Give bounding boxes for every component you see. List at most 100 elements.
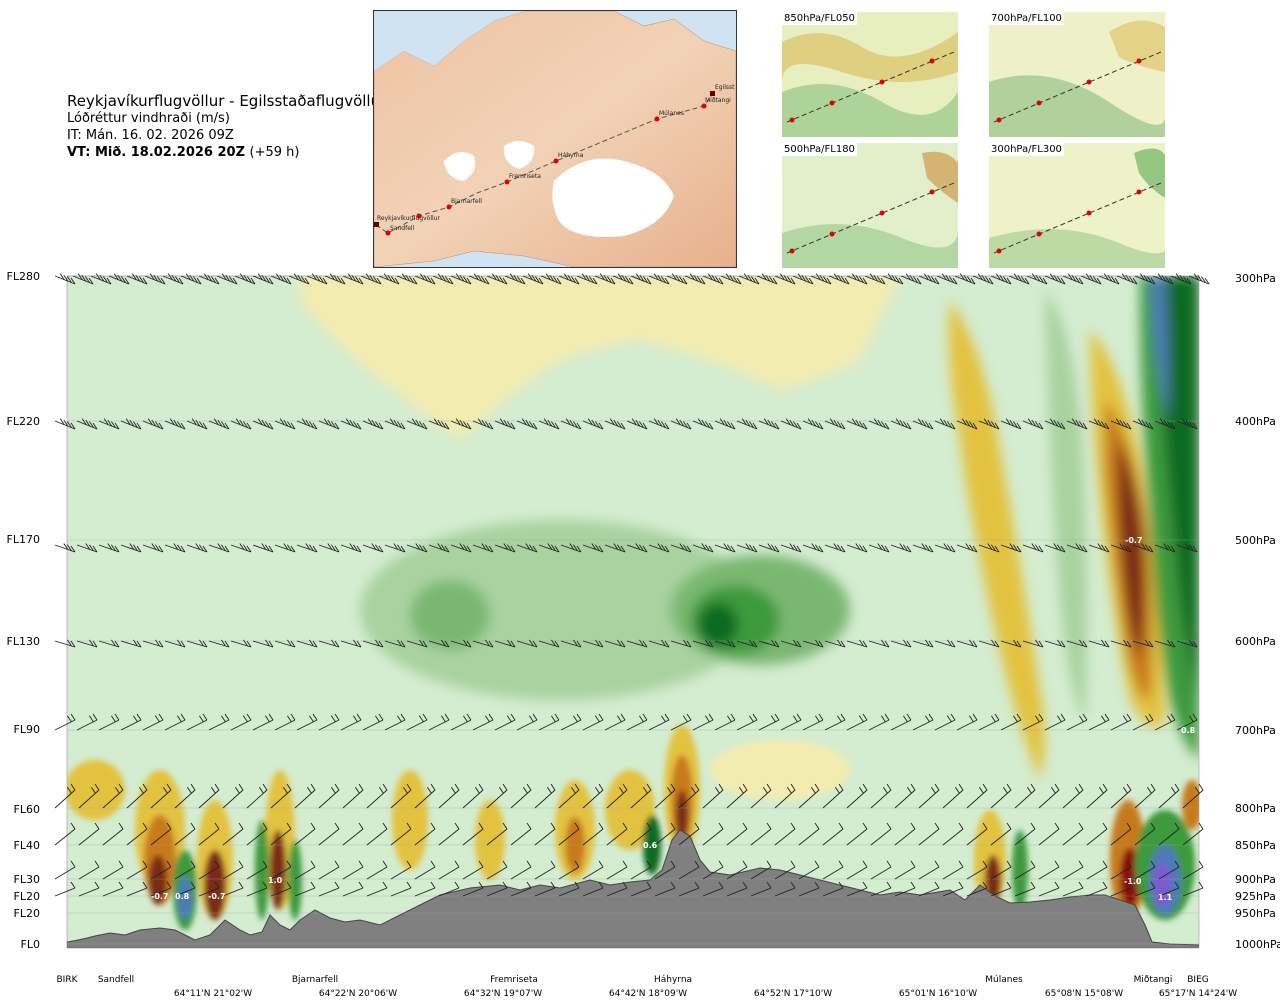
wind-barb — [438, 881, 460, 897]
wind-barb — [868, 713, 890, 731]
airport-bieg-marker — [710, 91, 715, 96]
wind-barb — [810, 273, 832, 285]
wind-barb — [692, 713, 714, 731]
wind-barb — [1062, 783, 1084, 809]
wind-barb — [1134, 783, 1156, 809]
wind-barb — [918, 783, 940, 809]
wind-barb — [510, 783, 532, 809]
wind-barb — [54, 860, 76, 880]
wind-barb — [222, 860, 244, 880]
wind-barb — [428, 713, 450, 731]
value-annotation: -1.0 — [1124, 877, 1142, 886]
wind-barb — [1066, 639, 1088, 648]
wind-barb — [438, 860, 460, 880]
wind-barb — [504, 273, 526, 285]
wind-barb — [414, 860, 436, 880]
value-annotation: 1.1 — [1158, 893, 1173, 902]
wind-barb — [366, 881, 388, 897]
wind-barb — [684, 273, 706, 285]
wind-barb — [1044, 543, 1066, 553]
wind-barb — [558, 783, 580, 809]
wind-barb — [1170, 273, 1192, 285]
wind-barb — [726, 860, 748, 880]
location-label: Fremriseta — [490, 975, 538, 985]
wind-barb — [648, 273, 670, 285]
wind-barb — [78, 783, 100, 809]
wind-barb — [870, 822, 892, 846]
route-map-svg: Reykjavíkurflugvöllur Sandfell Bjarnarfe… — [374, 11, 736, 267]
wind-barb — [1182, 881, 1204, 897]
wind-barb — [942, 783, 964, 809]
wind-barb — [428, 418, 450, 430]
wind-barb — [648, 418, 670, 430]
wind-barb — [1008, 273, 1030, 285]
wind-barb — [494, 713, 516, 731]
wind-barb — [726, 783, 748, 809]
map-label-hahyrna: Háhyrna — [558, 152, 584, 159]
wind-barb — [366, 822, 388, 846]
wind-barb — [406, 713, 428, 731]
wind-barb — [450, 713, 472, 731]
wind-barb — [1176, 418, 1198, 430]
wind-barb — [324, 273, 346, 285]
wind-barb — [98, 543, 120, 553]
fl-label: FL90 — [13, 723, 40, 736]
wind-barb — [1134, 860, 1156, 880]
wind-barb — [702, 783, 724, 809]
wind-barb — [54, 273, 76, 285]
wind-barb — [750, 822, 772, 846]
wind-barb — [164, 639, 186, 648]
wind-barb — [758, 543, 780, 553]
wind-barb — [774, 783, 796, 809]
wind-barb — [1110, 783, 1132, 809]
wind-barb — [198, 783, 220, 809]
wind-barb — [54, 639, 76, 648]
wind-barb — [918, 822, 940, 846]
wind-barb — [126, 881, 148, 897]
wind-barb — [76, 639, 98, 648]
wind-barb — [692, 418, 714, 430]
wind-barb — [414, 822, 436, 846]
location-label: Sandfell — [97, 975, 135, 985]
wind-barb — [406, 543, 428, 553]
wind-barb — [1132, 418, 1154, 430]
low-updraft-1 — [67, 760, 125, 820]
wind-barb — [294, 881, 316, 897]
wind-barb — [692, 639, 714, 648]
wind-barb — [1044, 418, 1066, 430]
wind-barb — [560, 418, 582, 430]
wind-barb — [486, 273, 508, 285]
wind-barb — [318, 418, 340, 430]
wind-barb — [414, 273, 436, 285]
wind-barbs — [54, 273, 1210, 897]
wind-barb — [378, 273, 400, 285]
wind-barb — [1176, 713, 1198, 731]
wind-barb — [630, 881, 652, 897]
hpa-label: 300hPa — [1235, 272, 1276, 285]
wind-barb — [1014, 822, 1036, 846]
wind-barb — [1062, 273, 1084, 285]
wind-barb — [1116, 273, 1138, 285]
wind-barb — [318, 822, 340, 846]
wind-barb — [1110, 418, 1132, 430]
wind-barb — [774, 273, 796, 285]
wind-barb — [406, 418, 428, 430]
wind-barb — [802, 639, 824, 648]
lower-fields — [67, 725, 1199, 930]
wind-barb — [494, 543, 516, 553]
value-annotation: 1.0 — [268, 876, 283, 885]
wind-barb — [900, 273, 922, 285]
wind-barb — [750, 860, 772, 880]
wind-barb — [390, 881, 412, 897]
wind-barb — [1088, 418, 1110, 430]
wind-barb — [582, 783, 604, 809]
wind-barb — [252, 713, 274, 731]
wind-barb — [978, 543, 1000, 553]
wind-barb — [164, 418, 186, 430]
wind-barb — [758, 713, 780, 731]
wind-barb — [582, 713, 604, 731]
wind-barb — [126, 783, 148, 809]
plot-area — [67, 276, 1199, 948]
wind-barb — [270, 881, 292, 897]
wind-barb — [822, 783, 844, 809]
